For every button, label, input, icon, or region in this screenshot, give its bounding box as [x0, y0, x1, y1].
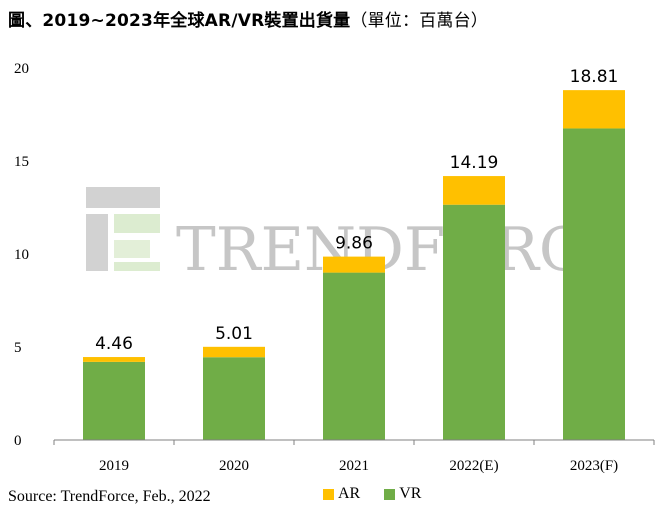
bar-vr-2022(E): [443, 204, 505, 440]
data-label-total: 14.19: [450, 153, 499, 173]
data-label-total: 4.46: [95, 334, 133, 354]
bar-ar-2020: [203, 346, 265, 358]
bar-ar-2023(F): [563, 90, 625, 129]
legend: AR VR: [323, 485, 445, 503]
chart-title-unit: （單位：百萬台）: [350, 11, 488, 31]
x-tick-label: 2022(E): [449, 458, 498, 474]
bar-ar-2022(E): [443, 176, 505, 205]
bar-vr-2023(F): [563, 128, 625, 440]
legend-label-vr: VR: [399, 485, 422, 502]
chart-title: 圖、2019~2023年全球AR/VR裝置出貨量（單位：百萬台）: [8, 6, 488, 31]
y-tick-label: 20: [14, 61, 29, 77]
legend-swatch-ar: [323, 488, 334, 500]
watermark-text: TRENDFORCE: [176, 215, 628, 285]
bar-vr-2020: [203, 357, 265, 440]
source-note: Source: TrendForce, Feb., 2022: [8, 488, 211, 505]
data-label-total: 9.86: [335, 234, 373, 254]
y-tick-label: 10: [14, 247, 29, 263]
y-axis: 0 5 10 15 20: [14, 61, 29, 449]
x-tick-label: 2023(F): [570, 458, 618, 474]
legend-item-vr: VR: [384, 485, 421, 503]
legend-item-ar: AR: [323, 485, 360, 503]
x-tick-label: 2019: [99, 458, 129, 474]
y-tick-label: 5: [14, 340, 22, 356]
y-tick-label: 0: [14, 433, 22, 449]
watermark: TRENDFORCE: [86, 187, 628, 285]
bar-ar-2019: [83, 357, 145, 362]
chart-title-main: 圖、2019~2023年全球AR/VR裝置出貨量: [8, 11, 351, 31]
bar-vr-2019: [83, 361, 145, 440]
x-tick-label: 2021: [339, 458, 369, 474]
data-label-total: 18.81: [570, 67, 619, 87]
legend-label-ar: AR: [338, 485, 361, 502]
legend-swatch-vr: [384, 488, 396, 500]
bar-vr-2021: [323, 272, 385, 440]
trendforce-logo-icon: [86, 187, 160, 271]
bars: 4.46 5.01 9.86 14.19 18.81: [83, 67, 625, 440]
x-tick-label: 2020: [219, 458, 249, 474]
bar-ar-2021: [323, 256, 385, 273]
data-label-total: 5.01: [215, 324, 253, 344]
y-tick-label: 15: [14, 154, 29, 170]
x-axis: 2019 2020 2021 2022(E) 2023(F): [53, 440, 655, 474]
